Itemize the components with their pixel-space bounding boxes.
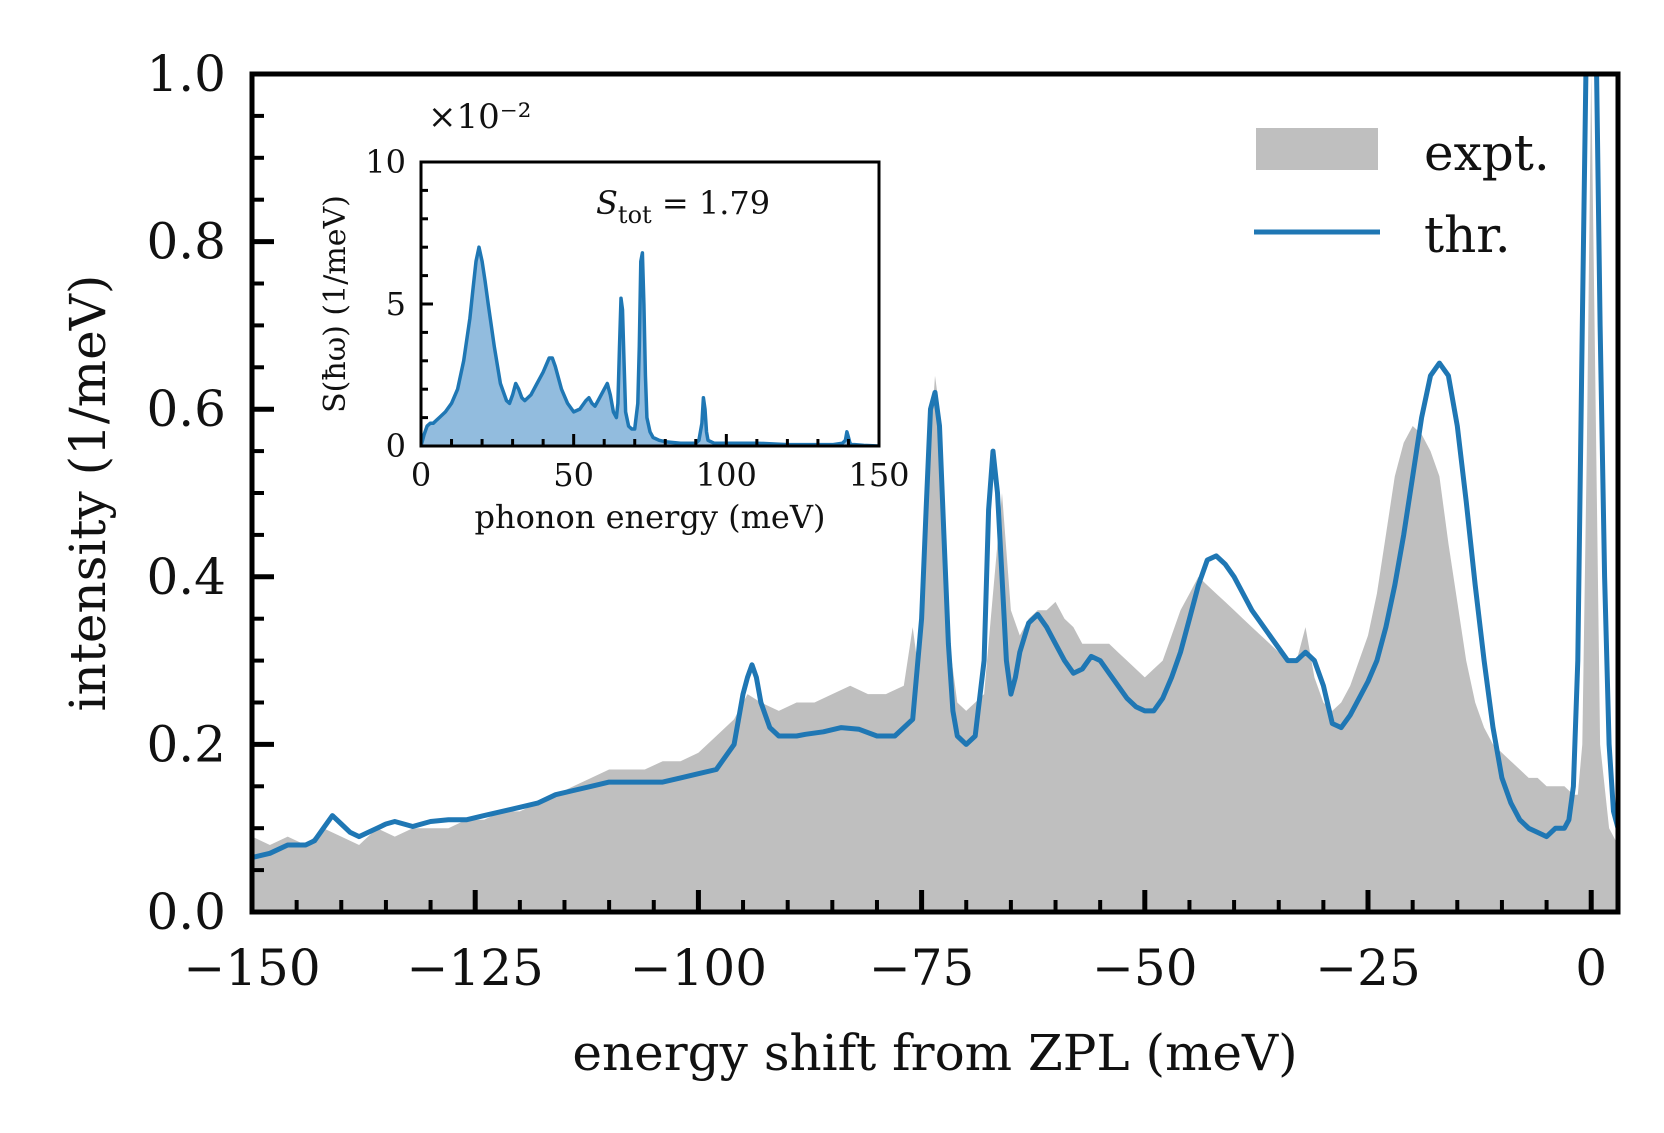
x-tick-label: 0	[1575, 939, 1607, 997]
x-tick-label: −125	[407, 939, 544, 997]
inset-plot: 0 50 100 150 0 5 10 ×10⁻² Stot = 1.79 phonon e…	[318, 97, 910, 536]
series-expt-area	[252, 74, 1618, 912]
inset-annotation: Stot = 1.79	[596, 184, 770, 229]
y-tick-label: 0.6	[146, 380, 226, 438]
legend: expt. thr.	[1254, 124, 1550, 264]
main-y-axis-label: intensity (1/meV)	[59, 275, 117, 712]
inset-frame	[419, 160, 881, 448]
y-tick-label: 0.8	[146, 213, 226, 271]
inset-y-axis-label: S(ħω) (1/meV)	[318, 195, 353, 413]
inset-series-line	[421, 245, 879, 446]
inset-x-tick-label: 100	[696, 456, 757, 494]
legend-label-thr: thr.	[1424, 206, 1511, 264]
x-tick-label: −25	[1315, 939, 1421, 997]
x-tick-label: −50	[1092, 939, 1198, 997]
inset-x-axis-label: phonon energy (meV)	[475, 498, 826, 536]
y-tick-label: 1.0	[146, 45, 226, 103]
x-tick-label: −150	[183, 939, 320, 997]
inset-x-tick-label: 150	[848, 456, 909, 494]
main-x-axis-label: energy shift from ZPL (meV)	[572, 1024, 1297, 1082]
main-frame	[249, 71, 1621, 915]
legend-label-expt: expt.	[1424, 124, 1550, 182]
series-thr-line	[252, 74, 1618, 860]
inset-scale-label: ×10⁻²	[428, 97, 531, 137]
inset-y-tick-label: 0	[386, 427, 406, 465]
inset-x-tick-label: 50	[553, 456, 594, 494]
x-tick-label: −100	[630, 939, 767, 997]
legend-swatch-expt	[1256, 128, 1378, 170]
y-tick-label: 0.4	[146, 548, 226, 606]
inset-x-tick-label: 0	[411, 456, 431, 494]
inset-y-tick-label: 5	[386, 285, 406, 323]
inset-y-tick-label: 10	[365, 143, 406, 181]
y-tick-label: 0.0	[146, 883, 226, 941]
inset-series-area	[421, 247, 879, 446]
y-tick-label: 0.2	[146, 715, 226, 773]
x-tick-label: −75	[869, 939, 975, 997]
main-plot: −150 −125 −100 −75 −50 −25 0 0.0 0.2 0.4 0.6 0.8 1.0…	[59, 45, 1621, 1082]
